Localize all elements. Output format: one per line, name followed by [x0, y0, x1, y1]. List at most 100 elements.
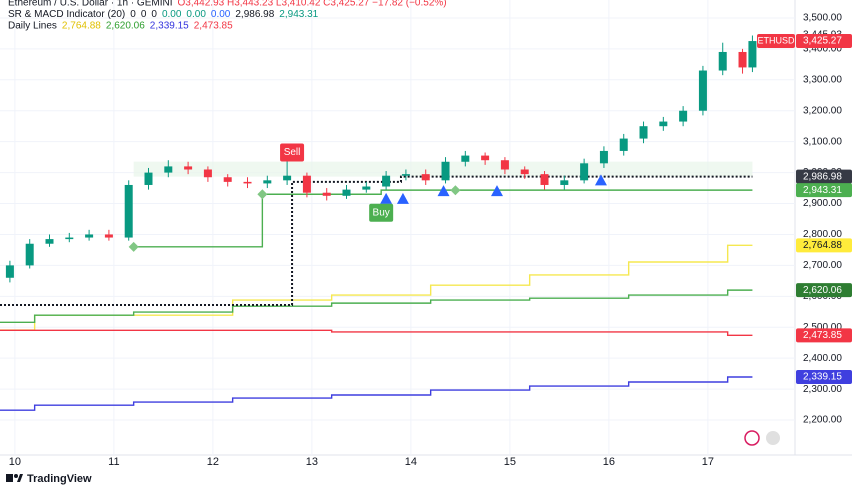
candle-body — [124, 184, 133, 238]
candle-body — [540, 174, 549, 185]
candle-body — [698, 70, 707, 111]
candle-body — [738, 51, 747, 68]
x-tick-label: 15 — [504, 456, 516, 468]
candle-body — [184, 166, 193, 170]
buy-triangle — [380, 192, 393, 204]
candle-body — [520, 169, 529, 175]
candle-body — [25, 243, 34, 266]
price-label: 2,473.85 — [803, 330, 842, 341]
y-tick-label: 3,200.00 — [803, 105, 842, 116]
x-tick-label: 13 — [306, 456, 318, 468]
price-label-box — [796, 34, 852, 49]
legend-text: 0.00 — [162, 9, 182, 20]
candle-body — [639, 126, 648, 139]
y-tick-label: 2,300.00 — [803, 384, 842, 395]
candle-body — [302, 175, 311, 193]
candle-body — [223, 177, 232, 182]
candle-body — [421, 174, 430, 181]
symbol-tag-box — [757, 34, 795, 49]
candle-body — [401, 174, 410, 176]
x-tick-label: 14 — [405, 456, 417, 468]
candle-body — [481, 155, 490, 161]
indicator-line — [0, 329, 753, 337]
candle-body — [283, 175, 292, 181]
y-tick-label: 2,800.00 — [803, 229, 842, 240]
y-tick-label: 3,500.00 — [803, 13, 842, 24]
y-tick-label: 2,500.00 — [803, 322, 842, 333]
candle-body — [500, 160, 509, 170]
diamond-marker — [257, 189, 268, 200]
legend-text: 0 — [141, 9, 147, 20]
candle-body — [441, 161, 450, 181]
legend-text: 2,339.15 — [150, 21, 189, 32]
candle-body — [362, 186, 371, 190]
x-tick-label: 17 — [702, 456, 714, 468]
price-label-box — [796, 169, 852, 184]
candle-body — [144, 172, 153, 185]
legend-text: O3,442.93 H3,443.23 L3,410.42 C3,425.27 … — [178, 0, 447, 9]
indicator-line — [0, 175, 753, 306]
signal-box — [369, 203, 394, 222]
legend-text: Ethereum / U.S. Dollar · 1h · GEMINI — [8, 0, 173, 9]
candle-body — [560, 180, 569, 185]
candle-body — [580, 163, 589, 181]
candle-body — [85, 234, 94, 238]
candle-body — [461, 155, 470, 162]
price-label-box — [796, 183, 852, 198]
price-label: 2,943.31 — [803, 185, 842, 196]
diamond-marker — [450, 185, 461, 196]
y-tick-label: 3,400.00 — [803, 44, 842, 55]
legend-text: Daily Lines — [8, 21, 57, 32]
candle-body — [382, 175, 391, 187]
legend-text: 0 — [151, 9, 157, 20]
candle-body — [322, 192, 331, 196]
candle-body — [342, 189, 351, 196]
tv-logo — [6, 474, 23, 482]
price-label-box — [796, 238, 852, 253]
buy-triangle — [490, 185, 503, 197]
y-tick-label: 2,200.00 — [803, 415, 842, 426]
price-label: 2,339.15 — [803, 372, 842, 383]
footer: TradingView — [27, 473, 92, 485]
candle-body — [243, 181, 252, 184]
price-label-box — [796, 283, 852, 298]
legend-text: 2,473.85 — [194, 21, 233, 32]
legend-text: 2,620.06 — [106, 21, 145, 32]
signal-box — [280, 143, 305, 162]
price-label: 2,620.06 — [803, 285, 842, 296]
price-label: 2,986.98 — [803, 171, 842, 182]
x-tick-label: 12 — [207, 456, 219, 468]
tool-icons — [744, 430, 780, 446]
signal-label: Buy — [373, 207, 390, 218]
plot-area: Sell Buy — [0, 0, 795, 455]
price-label: 3,425.27 — [803, 36, 842, 47]
candle-body — [203, 169, 212, 178]
candle-body — [748, 41, 757, 68]
signal-label: Sell — [284, 147, 301, 158]
legend-text: 0 — [130, 9, 136, 20]
legend-text: 2,764.88 — [62, 21, 101, 32]
price-label-box — [796, 328, 852, 343]
buy-triangle — [594, 174, 607, 186]
indicator-line — [0, 289, 753, 324]
price-label: 2,764.88 — [803, 240, 842, 251]
candle-body — [659, 121, 668, 127]
x-tick-label: 11 — [108, 456, 119, 468]
buy-triangle — [437, 185, 450, 197]
legend-text: SR & MACD Indicator (20) — [8, 9, 125, 20]
candle-body — [45, 239, 54, 244]
buy-triangle — [396, 192, 409, 204]
candle-body — [599, 150, 608, 164]
x-tick-label: 10 — [9, 456, 21, 468]
candle-body — [104, 234, 113, 238]
candle-body — [718, 51, 727, 71]
y-tick-label: 3,300.00 — [803, 74, 842, 85]
y-tick-label: 2,400.00 — [803, 353, 842, 364]
candle-body — [679, 110, 688, 122]
y-tick-label: 3,100.00 — [803, 136, 842, 147]
symbol-tag: ETHUSD — [757, 35, 795, 45]
indicator-line — [0, 376, 753, 411]
price-label-box — [796, 370, 852, 385]
